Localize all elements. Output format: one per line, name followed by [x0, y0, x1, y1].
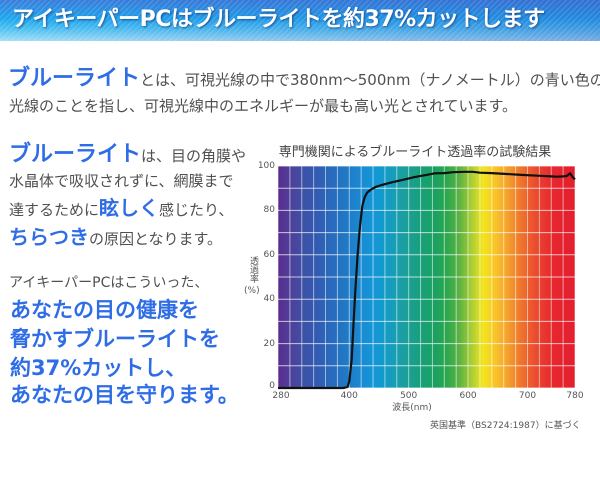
- message-line-4: あなたの目を守ります。: [10, 383, 239, 407]
- banner-title: アイキーパーPCはブルーライトを約37%カットします: [12, 7, 545, 32]
- effects-line-2: 水晶体で吸収されずに、網膜まで: [9, 172, 234, 190]
- x-tick-label: 400: [340, 391, 358, 401]
- x-axis-label: 波長(nm): [392, 403, 432, 413]
- message-lead: アイキーパーPCはこういった、: [9, 275, 209, 291]
- x-tick-label: 500: [400, 391, 418, 401]
- y-axis-label: 透過率: [248, 256, 258, 283]
- y-axis-unit: (%): [244, 286, 260, 296]
- effects-line-3-text-b: 感じたり、: [159, 201, 234, 219]
- x-tick-label: 280: [272, 391, 290, 401]
- intro-highlight: ブルーライト: [8, 66, 141, 91]
- y-tick-label: 0: [269, 381, 275, 391]
- chart-title: 専門機関によるブルーライト透過率の試験結果: [278, 145, 552, 160]
- x-tick-label: 600: [459, 391, 477, 401]
- transmittance-chart-plot: [277, 165, 576, 390]
- spectrum-grid-and-curve: [277, 165, 576, 390]
- y-tick-label: 80: [263, 205, 275, 216]
- intro-line-1: ブルーライトとは、可視光線の中で380nm～500nm（ナノメートル）の青い色の: [8, 66, 600, 93]
- y-tick-label: 40: [263, 294, 275, 305]
- intro-line-1-text: とは、可視光線の中で380nm～500nm（ナノメートル）の青い色の: [140, 71, 600, 89]
- message-line-1: あなたの目の健康を: [10, 298, 199, 322]
- x-tick-label: 700: [518, 391, 537, 401]
- effects-highlight-flicker: ちらつき: [9, 225, 89, 249]
- y-tick-label: 20: [263, 338, 275, 349]
- y-tick-label: 60: [263, 249, 275, 260]
- message-line-2: 脅かすブルーライトを: [10, 327, 220, 351]
- effects-line-3: 達するために眩しく感じたり、: [9, 195, 233, 223]
- transmittance-curve: [278, 170, 576, 390]
- header-banner: アイキーパーPCはブルーライトを約37%カットします: [0, 0, 600, 41]
- effects-line-4: ちらつきの原因となります。: [9, 224, 222, 252]
- effects-line-1-text: は、目の角膜や: [141, 147, 247, 165]
- intro-line-2: 光線のことを指し、可視光線中のエネルギーが最も高い光とされています。: [9, 97, 518, 115]
- effects-line-4-text: の原因となります。: [89, 230, 223, 248]
- effects-line-1: ブルーライトは、目の角膜や: [9, 142, 246, 169]
- y-tick-label: 100: [257, 161, 275, 171]
- effects-highlight-bluelight: ブルーライト: [9, 142, 142, 167]
- chart-footnote: 英国基準（BS2724:1987）に基づく: [430, 421, 581, 431]
- effects-line-3-text-a: 達するために: [9, 201, 100, 219]
- x-tick-label: 780: [566, 391, 584, 401]
- effects-highlight-glare: 眩しく: [99, 196, 160, 220]
- message-line-3: 約37%カットし、: [10, 356, 187, 380]
